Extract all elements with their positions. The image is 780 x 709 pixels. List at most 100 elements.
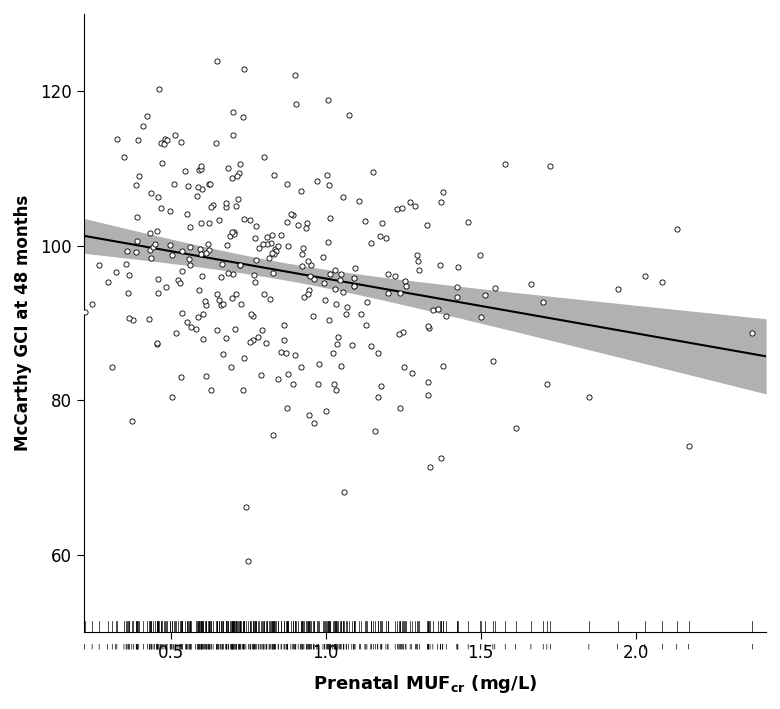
Point	[281, 216, 293, 228]
Point	[160, 281, 172, 292]
Point	[583, 392, 595, 403]
Point	[195, 248, 207, 259]
Point	[180, 316, 193, 328]
Point	[281, 179, 293, 190]
Point	[232, 194, 245, 205]
Point	[335, 360, 347, 372]
Point	[323, 314, 335, 325]
Point	[656, 277, 668, 288]
Point	[200, 247, 212, 259]
Point	[285, 208, 297, 220]
Point	[331, 338, 343, 350]
Point	[123, 312, 136, 323]
Point	[173, 278, 186, 289]
Point	[305, 259, 317, 271]
Point	[215, 299, 227, 311]
Point	[184, 259, 197, 270]
Point	[131, 235, 144, 247]
Point	[141, 111, 154, 122]
Point	[413, 264, 426, 276]
Point	[639, 271, 651, 282]
Point	[404, 197, 417, 208]
Point	[394, 402, 406, 413]
Point	[321, 169, 334, 181]
Point	[246, 311, 259, 322]
Point	[190, 323, 202, 334]
Point	[193, 164, 205, 175]
Point	[220, 197, 232, 208]
Point	[205, 384, 218, 396]
Point	[340, 308, 353, 319]
Point	[147, 242, 159, 253]
Point	[228, 229, 240, 240]
Point	[349, 262, 361, 274]
Point	[237, 384, 250, 395]
Point	[195, 163, 207, 174]
Point	[210, 137, 222, 148]
Point	[230, 289, 243, 300]
Point	[164, 205, 176, 216]
Point	[243, 556, 255, 567]
Point	[158, 138, 170, 150]
Point	[360, 319, 372, 330]
Point	[180, 208, 193, 220]
X-axis label: Prenatal MUF$_\mathregular{cr}$ (mg/L): Prenatal MUF$_\mathregular{cr}$ (mg/L)	[313, 673, 537, 695]
Point	[234, 159, 246, 170]
Point	[324, 268, 337, 279]
Point	[348, 280, 360, 291]
Point	[282, 241, 294, 252]
Point	[151, 337, 163, 349]
Point	[434, 196, 447, 207]
Point	[145, 187, 158, 199]
Point	[289, 69, 302, 81]
Point	[221, 239, 233, 250]
Point	[269, 245, 282, 256]
Point	[307, 310, 320, 321]
Point	[239, 501, 252, 513]
Point	[137, 120, 150, 131]
Point	[161, 135, 173, 146]
Point	[451, 281, 463, 293]
Point	[201, 238, 214, 250]
Point	[250, 254, 262, 265]
Point	[410, 250, 423, 261]
Point	[263, 253, 275, 264]
Point	[250, 220, 263, 232]
Point	[282, 368, 294, 379]
Point	[236, 111, 249, 123]
Point	[266, 247, 278, 259]
Point	[176, 308, 188, 319]
Point	[222, 267, 235, 279]
Point	[225, 292, 238, 303]
Point	[226, 172, 239, 184]
Point	[324, 212, 337, 223]
Point	[252, 331, 264, 342]
Point	[434, 452, 447, 464]
Point	[267, 429, 279, 440]
Point	[230, 200, 243, 211]
Point	[185, 321, 197, 333]
Point	[268, 243, 281, 255]
Point	[289, 99, 302, 110]
Point	[392, 203, 404, 214]
Point	[286, 378, 299, 389]
Point	[328, 283, 341, 294]
Point	[133, 171, 145, 182]
Point	[203, 179, 215, 190]
Point	[151, 288, 164, 299]
Point	[237, 63, 250, 74]
Point	[145, 252, 158, 263]
Point	[170, 328, 183, 339]
Point	[176, 265, 189, 277]
Point	[295, 185, 307, 196]
Point	[122, 269, 135, 281]
Point	[154, 202, 167, 213]
Point	[151, 338, 163, 350]
Point	[168, 179, 180, 190]
Point	[348, 280, 360, 291]
Point	[682, 440, 695, 452]
Point	[499, 159, 512, 170]
Point	[130, 247, 143, 258]
Point	[365, 340, 378, 351]
Point	[278, 320, 290, 331]
